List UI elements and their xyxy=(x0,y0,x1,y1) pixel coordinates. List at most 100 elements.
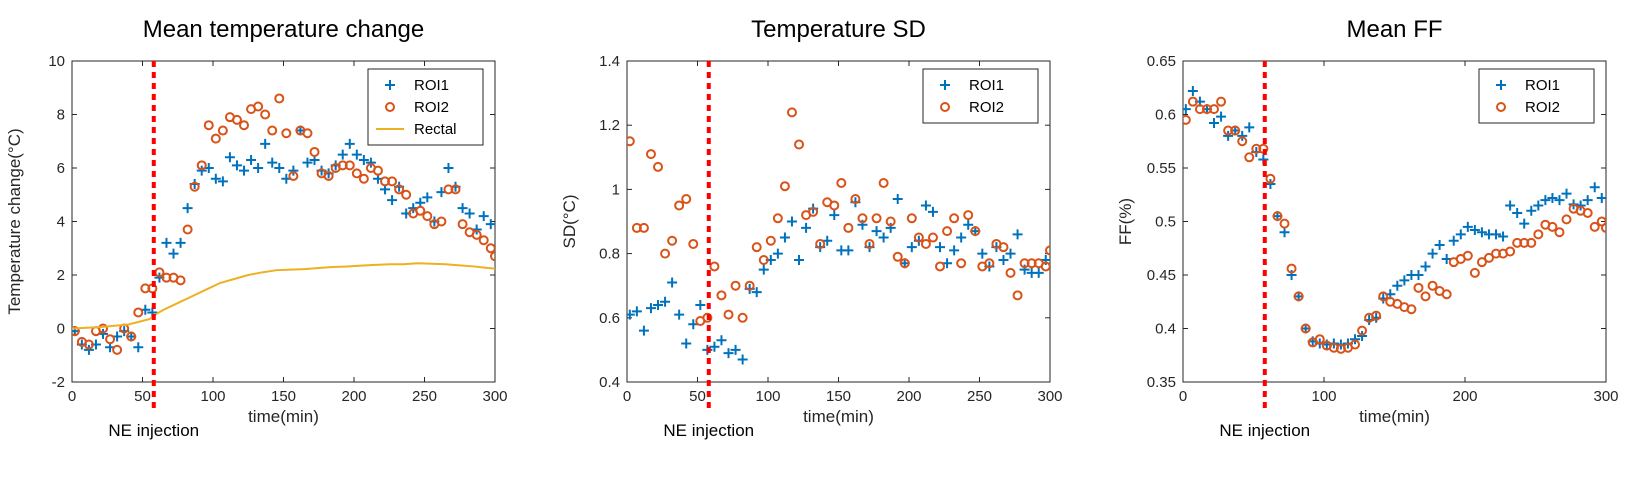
roi1-point xyxy=(977,248,988,259)
roi1-point xyxy=(730,344,741,355)
x-tick-label: 0 xyxy=(623,388,631,405)
roi1-point xyxy=(443,163,454,173)
roi1-point xyxy=(935,242,946,253)
roi2-point xyxy=(1582,207,1593,218)
x-tick-label: 250 xyxy=(967,388,992,405)
x-tick-label: 100 xyxy=(755,388,780,405)
roi1-point xyxy=(1533,200,1544,211)
roi1-point xyxy=(758,264,769,275)
roi1-point xyxy=(927,206,938,217)
roi1-point xyxy=(772,248,783,259)
roi2-point xyxy=(260,109,271,120)
legend-marker-roi1 xyxy=(385,80,395,90)
roi2-point xyxy=(1561,214,1572,225)
y-tick-label: 4 xyxy=(57,214,65,231)
roi2-point xyxy=(885,216,896,227)
roi2-point xyxy=(1286,263,1297,274)
roi1-point xyxy=(464,208,475,219)
roi2-point xyxy=(935,261,946,272)
roi2-point xyxy=(1483,252,1494,263)
x-tick-label: 100 xyxy=(200,388,225,405)
roi1-point xyxy=(737,354,748,365)
y-tick-label: 2 xyxy=(57,267,65,284)
roi1-point xyxy=(1476,227,1487,238)
roi1-point xyxy=(638,325,649,336)
legend-label-roi1: ROI1 xyxy=(414,77,449,94)
roi2-point xyxy=(716,290,727,301)
roi1-point xyxy=(457,203,468,214)
roi1-point xyxy=(260,138,271,149)
roi2-point xyxy=(1371,310,1382,321)
legend: ROI1 ROI2 Rectal xyxy=(367,68,484,146)
roi1-point xyxy=(963,219,974,230)
roi2-point xyxy=(1230,125,1241,136)
roi1-point xyxy=(1434,240,1445,251)
legend: ROI1 ROI2 xyxy=(1478,68,1595,124)
roi2-point xyxy=(815,238,826,249)
roi2-point xyxy=(1378,291,1389,302)
roi1-point xyxy=(351,149,362,160)
legend-label-roi1: ROI1 xyxy=(969,77,1004,94)
roi2-point xyxy=(998,242,1009,253)
legend-marker-roi1 xyxy=(1496,80,1506,90)
roi1-point xyxy=(1582,195,1593,206)
y-tick-label: -2 xyxy=(52,374,65,391)
roi2-point xyxy=(351,168,362,179)
y-tick-label: 0.8 xyxy=(599,246,620,263)
roi2-point xyxy=(387,176,398,187)
roi1-point xyxy=(365,157,376,168)
roi2-point xyxy=(920,238,931,249)
roi2-point xyxy=(772,213,783,224)
chart-title: Mean temperature change xyxy=(143,16,425,43)
roi1-point xyxy=(949,245,960,256)
roi1-point xyxy=(1512,207,1523,218)
roi1-point xyxy=(83,344,94,355)
roi2-point xyxy=(709,261,720,272)
legend-label-rectal: Rectal xyxy=(414,121,457,138)
roi2-point xyxy=(942,226,953,237)
roi2-point xyxy=(1589,221,1600,232)
roi1-point xyxy=(1357,330,1368,341)
roi1-point xyxy=(920,200,931,211)
x-tick-label: 0 xyxy=(68,388,76,405)
roi2-point xyxy=(436,216,447,227)
roi1-point xyxy=(631,306,642,317)
roi1-point xyxy=(1012,229,1023,240)
roi1-point xyxy=(1589,182,1600,193)
chart-title: Mean FF xyxy=(1346,16,1442,43)
roi2-point xyxy=(415,205,426,216)
roi1-point xyxy=(196,165,207,176)
roi2-point xyxy=(358,173,369,184)
roi1-point xyxy=(660,296,671,307)
y-tick-label: 0.4 xyxy=(1155,321,1176,338)
roi1-point xyxy=(133,342,144,353)
roi2-point xyxy=(681,194,692,205)
roi2-point xyxy=(1406,304,1417,315)
x-axis-label: time(min) xyxy=(248,407,319,426)
roi2-point xyxy=(175,275,186,286)
y-tick-label: 0.6 xyxy=(599,310,620,327)
roi2-point xyxy=(744,280,755,291)
roi2-point xyxy=(126,331,137,342)
y-axis-label: Temperature change(°C) xyxy=(5,128,24,314)
roi2-point xyxy=(72,326,80,337)
roi2-point xyxy=(1420,291,1431,302)
roi1-point xyxy=(627,309,635,320)
roi1-point xyxy=(716,335,727,346)
ne-injection-label: NE injection xyxy=(663,421,754,440)
roi2-point xyxy=(1350,339,1361,350)
x-tick-label: 200 xyxy=(1452,388,1477,405)
roi2-point xyxy=(956,258,967,269)
ne-injection-label: NE injection xyxy=(1219,421,1310,440)
roi1-point xyxy=(175,237,186,248)
roi2-point xyxy=(1357,325,1368,336)
roi2-point xyxy=(794,139,805,150)
plot-area xyxy=(72,93,495,355)
roi2-point xyxy=(779,181,790,192)
roi2-point xyxy=(1272,211,1283,222)
roi1-point xyxy=(681,338,692,349)
chart-title: Temperature SD xyxy=(751,16,926,43)
roi1-point xyxy=(1469,225,1480,236)
